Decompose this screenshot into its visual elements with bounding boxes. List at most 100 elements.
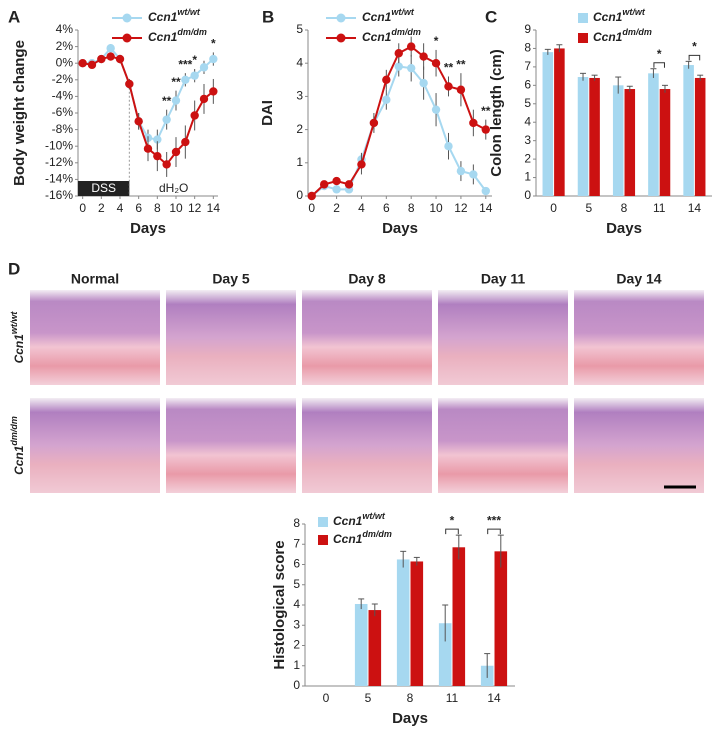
- bar: [577, 77, 589, 196]
- y-tick-label: 1: [293, 658, 300, 672]
- significance-label: *: [692, 40, 697, 54]
- data-point: [199, 63, 209, 72]
- column-title: Day 11: [481, 271, 526, 287]
- data-point: [162, 160, 171, 169]
- panel-letter: A: [8, 7, 20, 26]
- genotype-superscript: dm/dm: [362, 529, 392, 539]
- genotype-name: Ccn1: [333, 532, 363, 546]
- y-axis-title: Body weight change: [11, 40, 28, 186]
- data-point: [171, 96, 181, 105]
- x-tick-label: 6: [383, 201, 390, 215]
- genotype-superscript: dm/dm: [622, 27, 652, 37]
- data-point: [171, 147, 181, 157]
- data-point: [319, 180, 329, 189]
- x-axis-title: Days: [392, 710, 428, 727]
- genotype-name: Ccn1: [593, 10, 623, 24]
- y-tick-label: 5: [293, 577, 300, 591]
- x-tick-label: 4: [117, 201, 124, 215]
- data-point: [382, 95, 391, 104]
- y-tick-label: -14%: [45, 172, 73, 186]
- x-tick-label: 12: [188, 201, 202, 215]
- significance-bracket: [688, 54, 701, 61]
- legend-marker: [578, 33, 588, 43]
- legend-marker: [336, 13, 346, 23]
- x-tick-label: 11: [446, 691, 459, 705]
- significance-label: *: [211, 37, 216, 51]
- bar: [659, 89, 671, 196]
- data-point: [406, 63, 416, 73]
- x-tick-label: 8: [408, 201, 415, 215]
- legend-marker: [318, 517, 328, 527]
- data-point: [153, 135, 162, 144]
- y-tick-label: 4: [296, 55, 303, 69]
- histology-image: [302, 290, 432, 385]
- data-point: [209, 54, 218, 64]
- significance-label: ***: [487, 513, 501, 527]
- bar: [554, 48, 565, 196]
- data-point: [394, 62, 403, 71]
- genotype-name: Ccn1: [593, 30, 623, 44]
- panel-letter: D: [8, 259, 20, 278]
- data-point: [307, 191, 316, 201]
- significance-bracket: [445, 528, 459, 535]
- legend-marker: [318, 535, 328, 545]
- data-point: [115, 54, 125, 64]
- x-axis-title: Days: [130, 220, 166, 237]
- data-point: [181, 75, 190, 85]
- data-point: [469, 118, 478, 128]
- row-label: Ccn1dm/dm: [9, 416, 26, 475]
- significance-label: **: [171, 75, 181, 89]
- significance-label: **: [162, 94, 172, 108]
- y-axis-title: Colon length (cm): [488, 49, 505, 177]
- genotype-superscript: wt/wt: [391, 7, 414, 17]
- legend-label: Ccn1wt/wt: [333, 511, 386, 528]
- significance-bracket: [653, 62, 665, 68]
- genotype-superscript: wt/wt: [9, 311, 19, 334]
- phase-label: dH₂O: [159, 181, 188, 195]
- data-point: [382, 75, 391, 85]
- y-tick-label: 4%: [56, 22, 74, 36]
- genotype-name: Ccn1: [362, 30, 392, 44]
- histology-image: [438, 290, 568, 385]
- x-tick-label: 6: [135, 201, 142, 215]
- genotype-superscript: wt/wt: [362, 511, 385, 521]
- data-point: [190, 111, 199, 120]
- y-axis-title: DAI: [259, 100, 276, 126]
- x-tick-label: 14: [479, 201, 493, 215]
- genotype-superscript: wt/wt: [622, 7, 645, 17]
- legend-label: Ccn1wt/wt: [593, 7, 646, 24]
- x-tick-label: 0: [550, 201, 557, 215]
- row-label: Ccn1wt/wt: [9, 311, 26, 364]
- significance-label: *: [434, 34, 439, 48]
- y-tick-label: 3: [296, 89, 303, 103]
- significance-label: *: [450, 513, 455, 527]
- y-tick-label: 6: [524, 78, 531, 92]
- y-tick-label: -16%: [45, 188, 73, 202]
- significance-label: *: [657, 47, 662, 61]
- data-point: [199, 94, 209, 104]
- data-point: [344, 180, 354, 189]
- y-tick-label: -6%: [52, 105, 74, 119]
- x-tick-label: 0: [308, 201, 315, 215]
- significance-label: **: [481, 104, 491, 118]
- data-point: [134, 117, 143, 126]
- y-tick-label: 8: [524, 41, 531, 55]
- data-point: [456, 85, 466, 94]
- x-tick-label: 2: [333, 201, 340, 215]
- y-tick-label: 0: [524, 188, 531, 202]
- y-tick-label: 0: [296, 188, 303, 202]
- x-tick-label: 8: [621, 201, 628, 215]
- bar: [542, 52, 554, 197]
- y-tick-label: 8: [293, 516, 300, 530]
- y-tick-label: 9: [524, 22, 531, 36]
- bar: [694, 77, 706, 196]
- data-point: [190, 71, 199, 80]
- x-tick-label: 8: [407, 691, 414, 705]
- x-tick-label: 12: [454, 201, 468, 215]
- x-axis-title: Days: [606, 220, 642, 237]
- data-point: [106, 52, 115, 61]
- significance-label: **: [444, 61, 454, 75]
- data-point: [431, 59, 441, 68]
- legend-marker: [578, 13, 588, 23]
- legend-marker: [336, 33, 346, 43]
